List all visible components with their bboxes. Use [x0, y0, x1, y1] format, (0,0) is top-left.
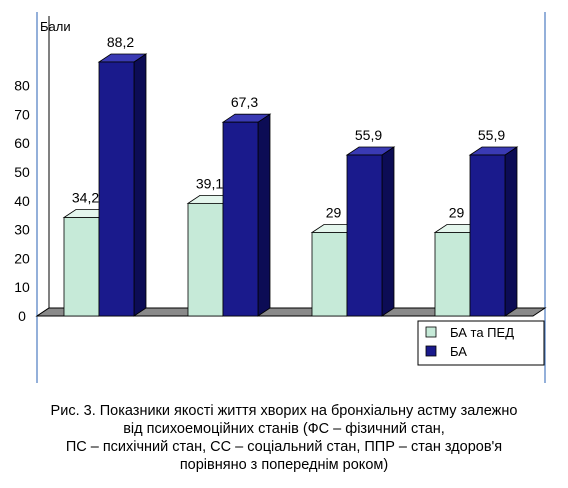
- y-tick-label: 70: [14, 106, 30, 122]
- bar-front: [469, 154, 506, 317]
- bar-front: [187, 202, 224, 317]
- caption-line: Рис. 3. Показники якості життя хворих на…: [50, 403, 518, 419]
- caption-line: від психоемоційних станів (ФС – фізичний…: [123, 421, 445, 437]
- bar-chart: Бали 0 10 20 30 40 50 60 70 80 34,2 39,1 29 29 88,2 6…: [14, 12, 547, 383]
- legend-swatch: [425, 326, 437, 338]
- bar-side: [133, 53, 147, 317]
- data-label: 55,9: [478, 127, 505, 143]
- caption-line: ПС – психічний стан, СС – соціальний ста…: [65, 439, 503, 455]
- bar-side: [504, 146, 518, 317]
- bar: [345, 146, 396, 317]
- legend-box: [417, 320, 545, 366]
- bar: [97, 53, 148, 317]
- data-label: 55,9: [355, 127, 382, 143]
- data-label: 39,1: [196, 175, 223, 191]
- data-label: 34,2: [72, 190, 99, 206]
- y-axis-label: Бали: [40, 19, 71, 34]
- bar-front: [98, 61, 135, 317]
- figure-caption: Рис. 3. Показники якості життя хворих на…: [0, 402, 568, 474]
- bar-side: [257, 113, 271, 317]
- legend-label: БА та ПЕД: [450, 325, 514, 340]
- legend-swatch: [425, 345, 437, 357]
- caption-line: порівняно з попереднім роком): [179, 457, 389, 473]
- bar-front: [311, 232, 348, 317]
- bar: [468, 146, 519, 317]
- bar-front: [222, 121, 259, 317]
- data-label: 88,2: [107, 34, 134, 50]
- y-tick-label: 0: [18, 308, 26, 324]
- bar-front: [434, 232, 471, 317]
- y-tick-label: 40: [14, 193, 30, 209]
- bar-side: [381, 146, 395, 317]
- legend-label: БА: [450, 344, 467, 359]
- y-tick-label: 60: [14, 135, 30, 151]
- data-label: 29: [449, 204, 465, 220]
- data-label: 67,3: [231, 94, 258, 110]
- y-tick-label: 30: [14, 222, 30, 238]
- bar-front: [346, 154, 383, 317]
- bar: [221, 113, 272, 317]
- y-tick-label: 10: [14, 279, 30, 295]
- y-tick-label: 20: [14, 250, 30, 266]
- bar-front: [63, 217, 100, 317]
- y-tick-label: 80: [14, 78, 30, 94]
- data-label: 29: [326, 204, 342, 220]
- y-tick-label: 50: [14, 164, 30, 180]
